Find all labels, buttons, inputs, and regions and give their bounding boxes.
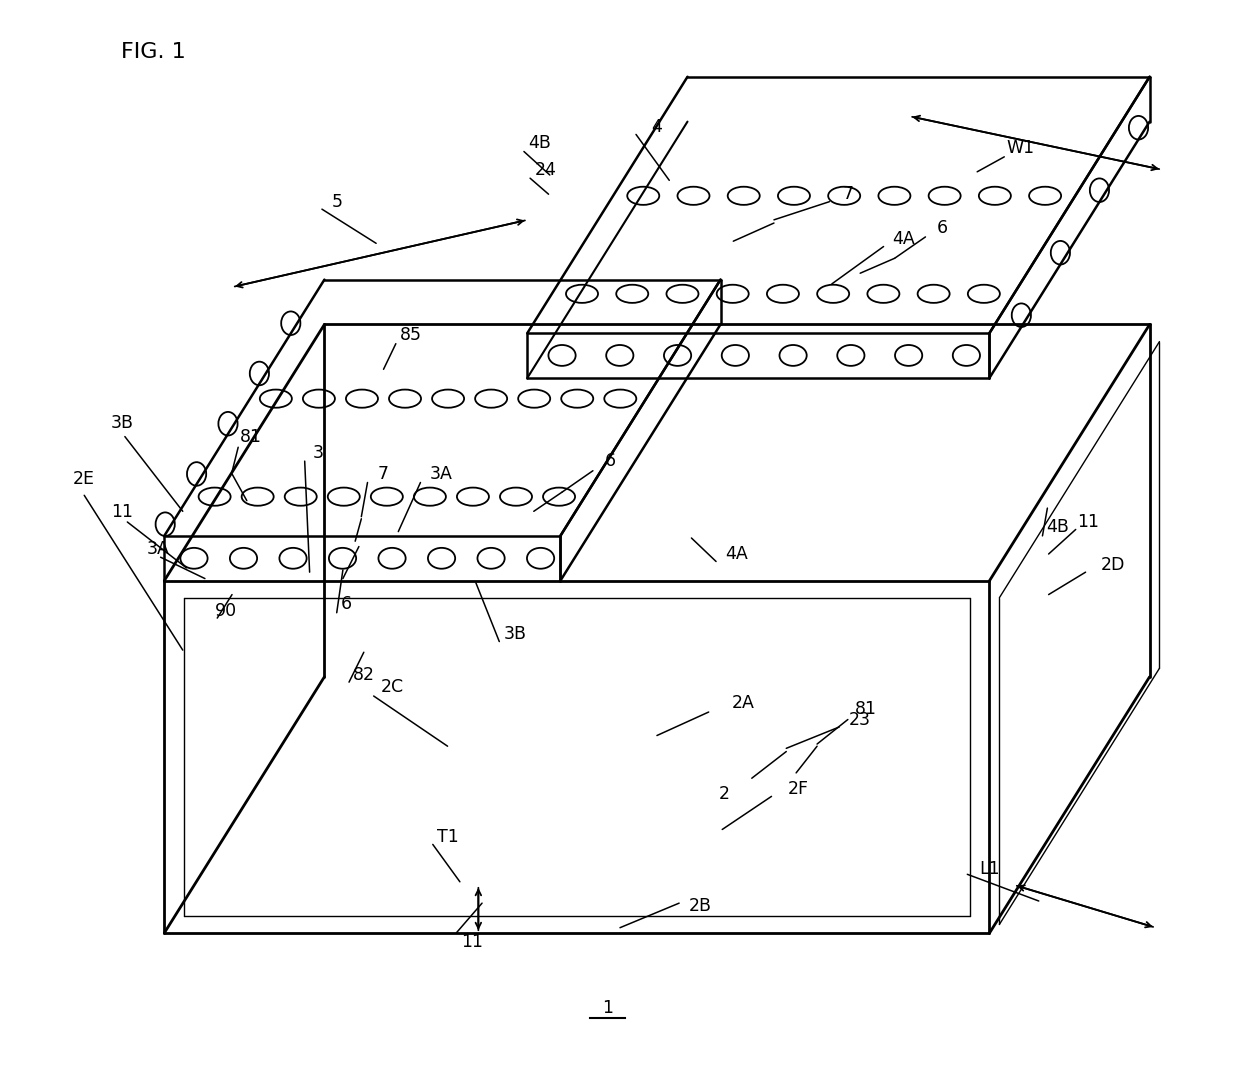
Text: 3: 3 xyxy=(312,443,324,462)
Text: 4B: 4B xyxy=(1045,519,1069,536)
Text: 11: 11 xyxy=(1078,513,1099,530)
Text: 2F: 2F xyxy=(789,780,808,798)
Text: T1: T1 xyxy=(436,827,459,846)
Text: 11: 11 xyxy=(461,933,484,950)
Text: L1: L1 xyxy=(980,860,999,878)
Text: 2A: 2A xyxy=(732,694,755,712)
Text: FIG. 1: FIG. 1 xyxy=(122,42,186,62)
Text: 85: 85 xyxy=(399,326,422,344)
Text: 7: 7 xyxy=(842,185,853,203)
Text: 90: 90 xyxy=(215,601,237,620)
Text: 1: 1 xyxy=(603,999,614,1017)
Text: 2: 2 xyxy=(719,785,730,804)
Text: 11: 11 xyxy=(112,504,134,522)
Text: 3B: 3B xyxy=(503,625,527,643)
Text: 6: 6 xyxy=(605,452,616,470)
Text: 5: 5 xyxy=(331,193,342,211)
Text: 2D: 2D xyxy=(1100,555,1125,574)
Text: 2B: 2B xyxy=(688,897,712,916)
Text: W1: W1 xyxy=(1006,139,1034,157)
Text: 81: 81 xyxy=(856,699,878,718)
Text: 2E: 2E xyxy=(73,470,95,489)
Text: 2C: 2C xyxy=(381,679,404,696)
Text: 82: 82 xyxy=(353,666,374,683)
Text: 3A: 3A xyxy=(430,465,453,483)
Text: 6: 6 xyxy=(937,220,949,238)
Text: 3A: 3A xyxy=(146,540,170,557)
Text: 7: 7 xyxy=(378,465,389,483)
Text: 23: 23 xyxy=(849,710,872,728)
Text: 6: 6 xyxy=(341,595,352,613)
Text: 4B: 4B xyxy=(528,134,552,152)
Text: 4A: 4A xyxy=(725,546,749,563)
Text: 24: 24 xyxy=(536,160,557,179)
Text: 4A: 4A xyxy=(892,230,915,249)
Text: 81: 81 xyxy=(239,427,262,445)
Text: 4: 4 xyxy=(651,118,662,136)
Text: 3B: 3B xyxy=(110,413,134,431)
